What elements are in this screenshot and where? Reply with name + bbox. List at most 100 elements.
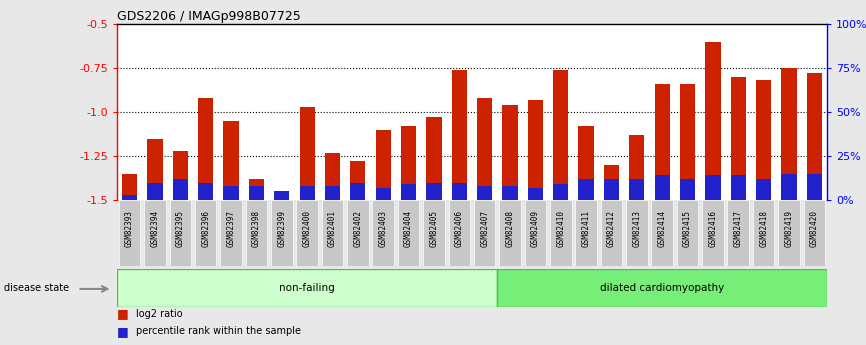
Bar: [705, 176, 721, 200]
Bar: [527, 188, 543, 200]
Bar: [680, 179, 695, 200]
Bar: [300, 186, 314, 200]
Bar: [804, 200, 825, 266]
Bar: [296, 200, 318, 266]
Text: log2 ratio: log2 ratio: [136, 309, 183, 319]
Bar: [350, 183, 365, 200]
Text: GSM82410: GSM82410: [556, 210, 565, 247]
Text: GSM82415: GSM82415: [683, 210, 692, 247]
Bar: [626, 200, 648, 266]
Bar: [117, 269, 497, 307]
Bar: [246, 200, 268, 266]
Bar: [223, 186, 239, 200]
Bar: [147, 183, 163, 200]
Text: GSM82406: GSM82406: [455, 210, 464, 247]
Text: percentile rank within the sample: percentile rank within the sample: [136, 326, 301, 336]
Bar: [376, 130, 391, 200]
Bar: [275, 191, 289, 200]
Text: dilated cardiomyopathy: dilated cardiomyopathy: [600, 283, 724, 293]
Text: GSM82396: GSM82396: [201, 210, 210, 247]
Text: GSM82399: GSM82399: [277, 210, 287, 247]
Bar: [578, 126, 594, 200]
Text: GSM82414: GSM82414: [657, 210, 667, 247]
Bar: [350, 161, 365, 200]
Bar: [325, 152, 340, 200]
Bar: [705, 42, 721, 200]
Bar: [499, 200, 520, 266]
Text: GSM82413: GSM82413: [632, 210, 642, 247]
Text: GSM82401: GSM82401: [328, 210, 337, 247]
Text: GSM82398: GSM82398: [252, 210, 261, 247]
Bar: [676, 200, 698, 266]
Bar: [655, 176, 669, 200]
Bar: [170, 200, 191, 266]
Bar: [220, 200, 242, 266]
Bar: [527, 100, 543, 200]
Text: GSM82418: GSM82418: [759, 210, 768, 247]
Bar: [477, 98, 492, 200]
Bar: [497, 269, 827, 307]
Text: disease state: disease state: [4, 283, 69, 293]
Bar: [601, 200, 623, 266]
Bar: [122, 195, 137, 200]
Bar: [198, 98, 213, 200]
Bar: [119, 200, 140, 266]
Bar: [502, 105, 518, 200]
Text: GSM82393: GSM82393: [125, 210, 134, 247]
Text: GSM82402: GSM82402: [353, 210, 362, 247]
Bar: [172, 151, 188, 200]
Bar: [249, 186, 264, 200]
Bar: [452, 70, 467, 200]
Text: ■: ■: [117, 307, 129, 321]
Bar: [807, 174, 822, 200]
Bar: [604, 165, 619, 200]
Bar: [781, 174, 797, 200]
Bar: [525, 200, 546, 266]
Text: GSM82404: GSM82404: [404, 210, 413, 247]
Bar: [401, 184, 417, 200]
Text: GSM82397: GSM82397: [227, 210, 236, 247]
Bar: [426, 117, 442, 200]
Bar: [727, 200, 749, 266]
Text: GSM82395: GSM82395: [176, 210, 184, 247]
Text: non-failing: non-failing: [279, 283, 335, 293]
Bar: [630, 135, 644, 200]
Bar: [347, 200, 369, 266]
Bar: [553, 184, 568, 200]
Bar: [426, 183, 442, 200]
Bar: [325, 186, 340, 200]
Text: GSM82411: GSM82411: [582, 210, 591, 247]
Bar: [452, 183, 467, 200]
Bar: [575, 200, 597, 266]
Text: GSM82407: GSM82407: [480, 210, 489, 247]
Bar: [779, 200, 800, 266]
Text: GDS2206 / IMAGp998B07725: GDS2206 / IMAGp998B07725: [117, 10, 301, 23]
Bar: [553, 70, 568, 200]
Bar: [172, 179, 188, 200]
Bar: [502, 186, 518, 200]
Bar: [756, 80, 772, 200]
Text: GSM82419: GSM82419: [785, 210, 793, 247]
Bar: [477, 186, 492, 200]
Bar: [249, 179, 264, 200]
Bar: [731, 176, 746, 200]
Bar: [195, 200, 216, 266]
Bar: [753, 200, 774, 266]
Bar: [321, 200, 343, 266]
Text: GSM82405: GSM82405: [430, 210, 438, 247]
Bar: [474, 200, 495, 266]
Bar: [198, 183, 213, 200]
Bar: [578, 179, 594, 200]
Bar: [397, 200, 419, 266]
Bar: [372, 200, 394, 266]
Bar: [604, 179, 619, 200]
Bar: [807, 73, 822, 200]
Bar: [449, 200, 470, 266]
Text: GSM82417: GSM82417: [734, 210, 743, 247]
Bar: [630, 179, 644, 200]
Text: GSM82394: GSM82394: [151, 210, 159, 247]
Bar: [680, 84, 695, 200]
Bar: [731, 77, 746, 200]
Text: GSM82408: GSM82408: [506, 210, 514, 247]
Bar: [300, 107, 314, 200]
